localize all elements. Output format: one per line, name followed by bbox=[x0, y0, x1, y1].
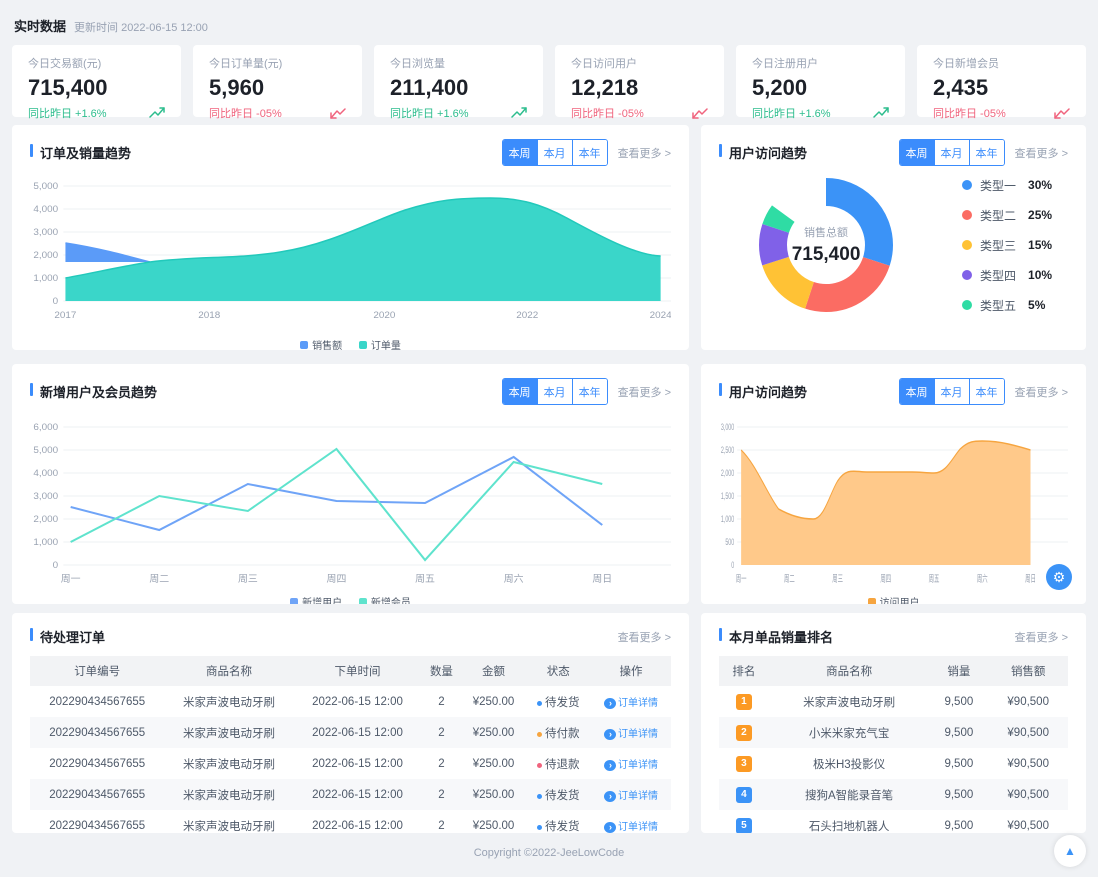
svg-text:4,000: 4,000 bbox=[33, 204, 58, 215]
svg-text:周二: 周二 bbox=[784, 573, 795, 584]
svg-text:周六: 周六 bbox=[977, 572, 988, 584]
svg-text:3,000: 3,000 bbox=[33, 491, 58, 502]
svg-text:1,000: 1,000 bbox=[33, 537, 58, 548]
svg-text:0: 0 bbox=[53, 296, 59, 307]
svg-text:周四: 周四 bbox=[880, 573, 891, 584]
svg-text:周日: 周日 bbox=[1025, 573, 1036, 584]
svg-text:2,000: 2,000 bbox=[33, 250, 58, 261]
svg-text:2017: 2017 bbox=[54, 310, 76, 321]
svg-text:2024: 2024 bbox=[650, 310, 671, 321]
svg-text:1,500: 1,500 bbox=[721, 490, 734, 501]
svg-text:周五: 周五 bbox=[929, 573, 940, 584]
svg-text:5,000: 5,000 bbox=[33, 445, 58, 456]
svg-text:4,000: 4,000 bbox=[33, 468, 58, 479]
svg-text:6,000: 6,000 bbox=[33, 422, 58, 433]
svg-text:周一: 周一 bbox=[61, 573, 81, 585]
svg-text:0: 0 bbox=[53, 560, 59, 571]
svg-text:周五: 周五 bbox=[415, 573, 435, 585]
svg-text:5,000: 5,000 bbox=[33, 181, 58, 192]
svg-text:1,000: 1,000 bbox=[33, 273, 58, 284]
svg-text:2,000: 2,000 bbox=[721, 467, 734, 478]
svg-text:周六: 周六 bbox=[504, 573, 524, 585]
svg-text:周三: 周三 bbox=[832, 573, 843, 584]
svg-text:0: 0 bbox=[731, 559, 734, 570]
svg-text:2,000: 2,000 bbox=[33, 514, 58, 525]
svg-text:2018: 2018 bbox=[198, 310, 220, 321]
svg-text:周四: 周四 bbox=[327, 573, 347, 585]
svg-text:2022: 2022 bbox=[516, 310, 538, 321]
svg-text:3,000: 3,000 bbox=[33, 227, 58, 238]
svg-text:周三: 周三 bbox=[238, 573, 258, 585]
svg-text:500: 500 bbox=[725, 536, 734, 547]
svg-text:2020: 2020 bbox=[373, 310, 396, 321]
svg-text:3,000: 3,000 bbox=[721, 421, 734, 432]
svg-text:1,000: 1,000 bbox=[721, 513, 734, 524]
svg-text:周日: 周日 bbox=[592, 573, 612, 585]
svg-text:2,500: 2,500 bbox=[721, 444, 734, 455]
svg-text:周一: 周一 bbox=[736, 573, 747, 584]
svg-text:周二: 周二 bbox=[149, 573, 169, 585]
